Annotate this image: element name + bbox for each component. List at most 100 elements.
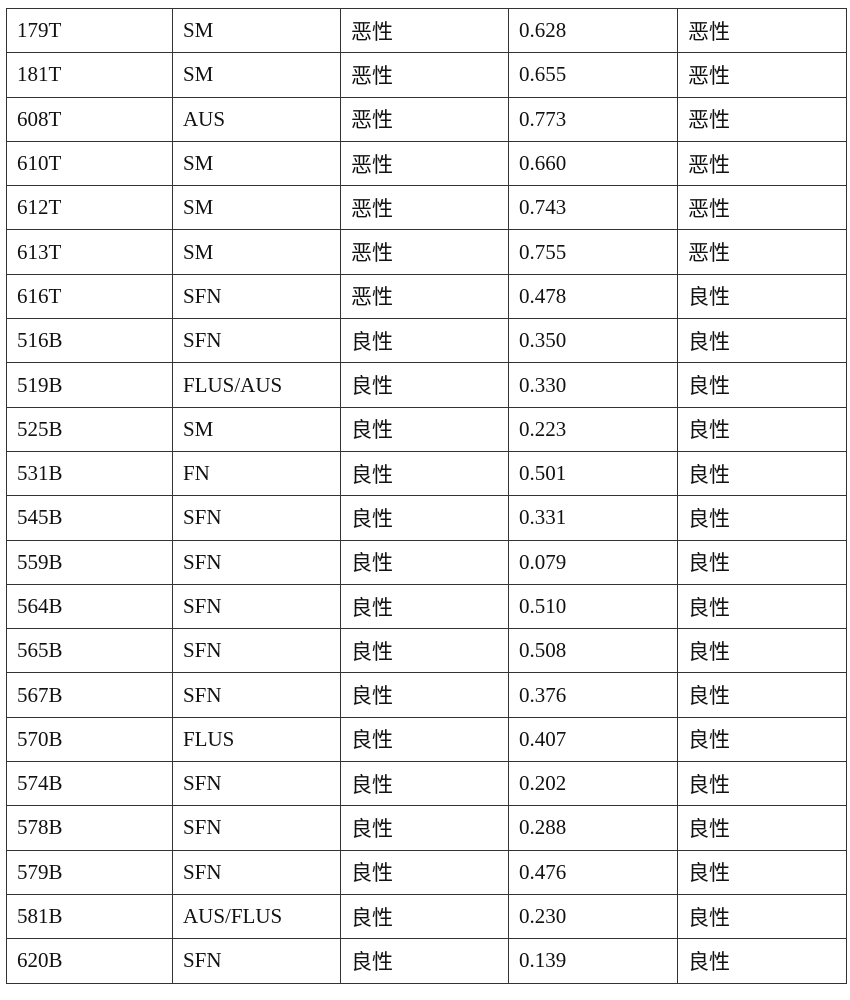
pathology-cell: 良性	[341, 762, 509, 806]
score-cell: 0.755	[509, 230, 678, 274]
cytology-cell: SM	[173, 230, 341, 274]
table-row: 531BFN良性0.501良性	[7, 451, 847, 495]
score-cell: 0.773	[509, 97, 678, 141]
cytology-cell: SM	[173, 53, 341, 97]
score-cell: 0.655	[509, 53, 678, 97]
table-row: 567BSFN良性0.376良性	[7, 673, 847, 717]
pathology-cell: 良性	[341, 540, 509, 584]
sample-id-cell: 181T	[7, 53, 173, 97]
sample-id-cell: 616T	[7, 274, 173, 318]
score-cell: 0.330	[509, 363, 678, 407]
score-cell: 0.139	[509, 939, 678, 983]
cytology-cell: SFN	[173, 584, 341, 628]
score-cell: 0.508	[509, 629, 678, 673]
table-row: 181TSM恶性0.655恶性	[7, 53, 847, 97]
table-row: 613TSM恶性0.755恶性	[7, 230, 847, 274]
score-cell: 0.476	[509, 850, 678, 894]
pathology-cell: 良性	[341, 717, 509, 761]
sample-id-cell: 574B	[7, 762, 173, 806]
prediction-cell: 良性	[678, 894, 847, 938]
cytology-cell: SFN	[173, 806, 341, 850]
pathology-cell: 恶性	[341, 274, 509, 318]
score-cell: 0.230	[509, 894, 678, 938]
table-row: 581BAUS/FLUS良性0.230良性	[7, 894, 847, 938]
sample-id-cell: 570B	[7, 717, 173, 761]
sample-id-cell: 612T	[7, 186, 173, 230]
sample-id-cell: 179T	[7, 9, 173, 53]
prediction-cell: 良性	[678, 496, 847, 540]
prediction-cell: 良性	[678, 363, 847, 407]
score-cell: 0.660	[509, 141, 678, 185]
prediction-cell: 良性	[678, 319, 847, 363]
cytology-cell: SM	[173, 407, 341, 451]
cytology-cell: AUS	[173, 97, 341, 141]
prediction-cell: 良性	[678, 407, 847, 451]
pathology-cell: 良性	[341, 496, 509, 540]
sample-id-cell: 564B	[7, 584, 173, 628]
sample-id-cell: 610T	[7, 141, 173, 185]
sample-id-cell: 559B	[7, 540, 173, 584]
pathology-cell: 良性	[341, 850, 509, 894]
pathology-cell: 恶性	[341, 141, 509, 185]
score-cell: 0.079	[509, 540, 678, 584]
cytology-cell: SM	[173, 9, 341, 53]
pathology-cell: 恶性	[341, 186, 509, 230]
pathology-cell: 良性	[341, 363, 509, 407]
table-row: 564BSFN良性0.510良性	[7, 584, 847, 628]
sample-id-cell: 519B	[7, 363, 173, 407]
prediction-cell: 良性	[678, 673, 847, 717]
score-cell: 0.376	[509, 673, 678, 717]
score-cell: 0.478	[509, 274, 678, 318]
score-cell: 0.223	[509, 407, 678, 451]
score-cell: 0.510	[509, 584, 678, 628]
sample-id-cell: 531B	[7, 451, 173, 495]
cytology-cell: SFN	[173, 274, 341, 318]
prediction-cell: 良性	[678, 717, 847, 761]
table-row: 559BSFN良性0.079良性	[7, 540, 847, 584]
pathology-cell: 良性	[341, 319, 509, 363]
table-row: 616TSFN恶性0.478良性	[7, 274, 847, 318]
sample-id-cell: 516B	[7, 319, 173, 363]
sample-id-cell: 525B	[7, 407, 173, 451]
cytology-cell: SFN	[173, 762, 341, 806]
sample-id-cell: 567B	[7, 673, 173, 717]
prediction-cell: 恶性	[678, 53, 847, 97]
table-row: 578BSFN良性0.288良性	[7, 806, 847, 850]
pathology-cell: 恶性	[341, 230, 509, 274]
score-cell: 0.202	[509, 762, 678, 806]
cytology-cell: SFN	[173, 319, 341, 363]
pathology-cell: 良性	[341, 673, 509, 717]
table-row: 565BSFN良性0.508良性	[7, 629, 847, 673]
sample-id-cell: 620B	[7, 939, 173, 983]
sample-id-cell: 613T	[7, 230, 173, 274]
cytology-cell: SFN	[173, 850, 341, 894]
table-row: 608TAUS恶性0.773恶性	[7, 97, 847, 141]
table-row: 545BSFN良性0.331良性	[7, 496, 847, 540]
table-row: 620BSFN良性0.139良性	[7, 939, 847, 983]
cytology-cell: SFN	[173, 496, 341, 540]
pathology-cell: 恶性	[341, 9, 509, 53]
pathology-cell: 良性	[341, 939, 509, 983]
prediction-cell: 良性	[678, 274, 847, 318]
table-row: 574BSFN良性0.202良性	[7, 762, 847, 806]
prediction-cell: 恶性	[678, 230, 847, 274]
score-cell: 0.743	[509, 186, 678, 230]
sample-id-cell: 565B	[7, 629, 173, 673]
results-table: 179TSM恶性0.628恶性181TSM恶性0.655恶性608TAUS恶性0…	[6, 8, 847, 984]
pathology-cell: 恶性	[341, 97, 509, 141]
table-row: 519BFLUS/AUS良性0.330良性	[7, 363, 847, 407]
prediction-cell: 恶性	[678, 186, 847, 230]
pathology-cell: 恶性	[341, 53, 509, 97]
sample-id-cell: 545B	[7, 496, 173, 540]
pathology-cell: 良性	[341, 894, 509, 938]
cytology-cell: SFN	[173, 629, 341, 673]
prediction-cell: 良性	[678, 850, 847, 894]
prediction-cell: 良性	[678, 806, 847, 850]
sample-id-cell: 578B	[7, 806, 173, 850]
pathology-cell: 良性	[341, 806, 509, 850]
table-row: 610TSM恶性0.660恶性	[7, 141, 847, 185]
score-cell: 0.501	[509, 451, 678, 495]
cytology-cell: FLUS/AUS	[173, 363, 341, 407]
table-body: 179TSM恶性0.628恶性181TSM恶性0.655恶性608TAUS恶性0…	[7, 9, 847, 984]
cytology-cell: FLUS	[173, 717, 341, 761]
